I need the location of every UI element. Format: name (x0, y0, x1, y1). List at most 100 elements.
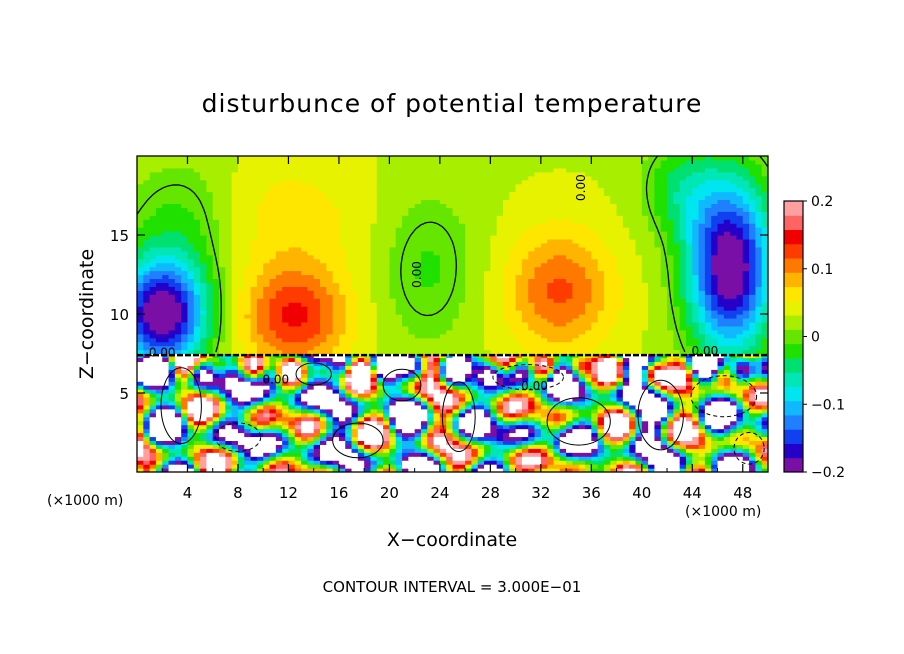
heatmap-cell (332, 310, 340, 315)
heatmap-cell (143, 393, 151, 398)
heatmap-cell (420, 428, 428, 434)
heatmap-cell (225, 314, 233, 319)
heatmap-cell (591, 440, 599, 445)
heatmap-cell (547, 432, 555, 438)
heatmap-cell (597, 278, 605, 283)
heatmap-cell (200, 448, 208, 453)
heatmap-cell (654, 302, 662, 307)
heatmap-cell (458, 361, 466, 366)
heatmap-cell (137, 329, 144, 335)
heatmap-cell (376, 389, 384, 394)
heatmap-cell (635, 440, 643, 445)
heatmap-cell (288, 440, 296, 445)
heatmap-cell (528, 286, 536, 291)
heatmap-cell (521, 286, 529, 291)
heatmap-cell (711, 294, 719, 299)
heatmap-cell (256, 365, 264, 370)
heatmap-cell (288, 424, 296, 430)
heatmap-cell (484, 314, 491, 319)
heatmap-cell (578, 345, 586, 351)
heatmap-cell (389, 274, 397, 280)
heatmap-cell (610, 325, 618, 331)
heatmap-cell (155, 353, 163, 359)
heatmap-cell (200, 333, 208, 339)
heatmap-cell (313, 345, 321, 351)
heatmap-cell (200, 385, 208, 390)
heatmap-cell (547, 468, 555, 472)
heatmap-cell (761, 286, 768, 291)
heatmap-cell (553, 345, 561, 351)
heatmap-cell (402, 393, 409, 398)
heatmap-cell (225, 341, 233, 347)
heatmap-cell (225, 298, 233, 303)
heatmap-cell (256, 460, 264, 465)
heatmap-cell (502, 317, 510, 323)
heatmap-cell (288, 333, 296, 339)
heatmap-cell (578, 393, 586, 398)
heatmap-cell (603, 325, 611, 331)
heatmap-cell (515, 448, 523, 453)
heatmap-cell (338, 464, 346, 469)
heatmap-cell (149, 420, 157, 426)
heatmap-cell (263, 294, 271, 299)
heatmap-cell (351, 396, 359, 402)
heatmap-cell (616, 444, 624, 449)
heatmap-cell (376, 377, 384, 382)
heatmap-cell (755, 416, 763, 422)
heatmap-cell (301, 385, 308, 390)
heatmap-cell (502, 306, 510, 311)
heatmap-cell (206, 290, 214, 295)
heatmap-cell (256, 274, 264, 280)
heatmap-cell (200, 389, 208, 394)
heatmap-cell (723, 432, 731, 438)
heatmap-cell (496, 325, 504, 331)
heatmap-cell (540, 408, 548, 414)
heatmap-cell (439, 377, 447, 382)
heatmap-cell (433, 369, 441, 374)
heatmap-cell (250, 396, 258, 402)
heatmap-cell (597, 444, 605, 449)
heatmap-cell (477, 385, 485, 390)
heatmap-cell (414, 317, 422, 323)
heatmap-cell (755, 377, 763, 382)
heatmap-cell (572, 286, 580, 291)
heatmap-cell (553, 286, 561, 291)
heatmap-cell (345, 452, 353, 457)
heatmap-cell (193, 436, 201, 441)
heatmap-cell (698, 278, 706, 283)
heatmap-cell (534, 396, 542, 402)
heatmap-cell (288, 393, 296, 398)
heatmap-cell (711, 365, 719, 370)
heatmap-cell (250, 432, 258, 438)
heatmap-cell (332, 416, 340, 422)
heatmap-cell (200, 424, 208, 430)
heatmap-cell (200, 357, 208, 362)
heatmap-cell (313, 333, 321, 339)
heatmap-cell (572, 290, 580, 295)
heatmap-cell (338, 365, 346, 370)
heatmap-cell (641, 381, 649, 386)
heatmap-cell (250, 321, 258, 327)
heatmap-cell (351, 468, 359, 472)
heatmap-cell (597, 377, 605, 382)
heatmap-cell (326, 408, 334, 414)
heatmap-cell (616, 321, 624, 327)
heatmap-cell (357, 468, 365, 472)
heatmap-cell (219, 381, 226, 386)
heatmap-cell (364, 286, 372, 291)
heatmap-cell (547, 333, 555, 339)
heatmap-cell (471, 464, 479, 469)
heatmap-cell (174, 424, 182, 430)
heatmap-cell (692, 278, 700, 283)
heatmap-cell (389, 298, 397, 303)
heatmap-cell (231, 436, 239, 441)
heatmap-cell (143, 333, 151, 339)
heatmap-cell (237, 294, 245, 299)
heatmap-cell (534, 310, 542, 315)
heatmap-cell (307, 428, 315, 434)
heatmap-cell (509, 420, 517, 426)
heatmap-cell (496, 349, 504, 355)
heatmap-cell (174, 432, 182, 438)
heatmap-cell (149, 357, 157, 362)
heatmap-cell (212, 412, 220, 418)
